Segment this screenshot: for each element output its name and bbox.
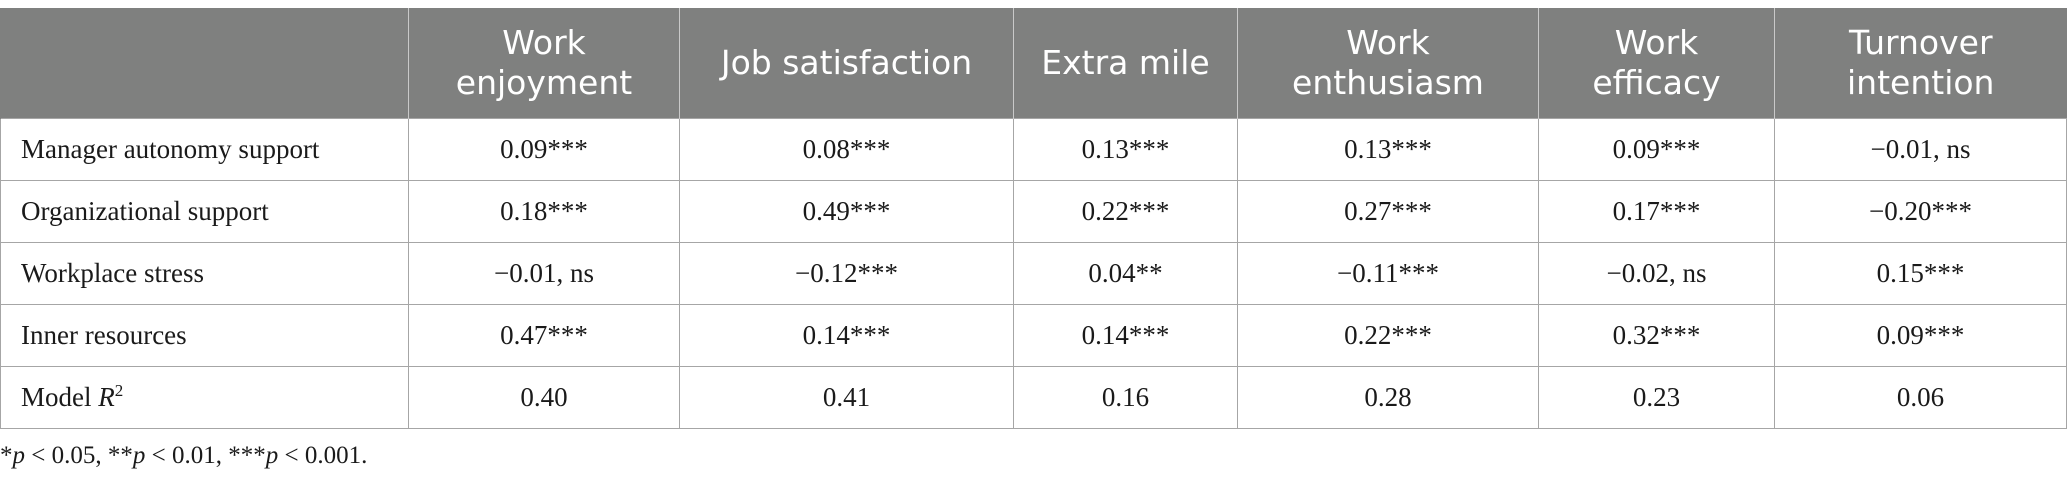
table-cell: 0.22*** [1013, 180, 1238, 243]
header-cell-blank [0, 8, 409, 119]
table-cell: 0.15*** [1774, 242, 2067, 305]
header-row: Work enjoyment Job satisfaction Extra mil… [0, 8, 2067, 119]
table-body: Manager autonomy support 0.09*** 0.08***… [0, 118, 2067, 429]
model-label-prefix: Model [21, 382, 92, 412]
model-label-sup: 2 [114, 381, 124, 400]
table-row: Inner resources 0.47*** 0.14*** 0.14*** … [0, 304, 2067, 367]
row-label: Workplace stress [0, 242, 409, 305]
header-work-efficacy: Work efficacy [1538, 8, 1775, 119]
table-cell: 0.28 [1237, 366, 1539, 429]
table-cell: −0.20*** [1774, 180, 2067, 243]
table-cell: 0.13*** [1013, 118, 1238, 181]
table-cell: 0.09*** [1774, 304, 2067, 367]
table-row-model-r2: Model R2 0.40 0.41 0.16 0.28 0.23 0.06 [0, 366, 2067, 429]
table-cell: 0.08*** [679, 118, 1014, 181]
table-cell: 0.41 [679, 366, 1014, 429]
table-cell: 0.27*** [1237, 180, 1539, 243]
table-cell: 0.16 [1013, 366, 1238, 429]
results-table: Work enjoyment Job satisfaction Extra mil… [0, 8, 2067, 429]
table-cell: 0.32*** [1538, 304, 1775, 367]
table-cell: 0.40 [408, 366, 680, 429]
table-cell: −0.01, ns [1774, 118, 2067, 181]
row-label: Organizational support [0, 180, 409, 243]
table-cell: 0.06 [1774, 366, 2067, 429]
results-table-container: Work enjoyment Job satisfaction Extra mil… [0, 8, 2067, 429]
table-cell: 0.04** [1013, 242, 1238, 305]
table-cell: 0.23 [1538, 366, 1775, 429]
table-cell: 0.18*** [408, 180, 680, 243]
table-cell: 0.22*** [1237, 304, 1539, 367]
table-cell: 0.17*** [1538, 180, 1775, 243]
table-cell: −0.11*** [1237, 242, 1539, 305]
table-cell: 0.09*** [1538, 118, 1775, 181]
table-cell: 0.14*** [1013, 304, 1238, 367]
table-header: Work enjoyment Job satisfaction Extra mil… [0, 8, 2067, 119]
header-work-enthusiasm: Work enthusiasm [1237, 8, 1539, 119]
row-label: Manager autonomy support [0, 118, 409, 181]
table-row: Organizational support 0.18*** 0.49*** 0… [0, 180, 2067, 243]
table-cell: 0.14*** [679, 304, 1014, 367]
row-label-model-r2: Model R2 [0, 366, 409, 429]
table-cell: 0.47*** [408, 304, 680, 367]
table-cell: 0.49*** [679, 180, 1014, 243]
header-turnover-intention: Turnover intention [1774, 8, 2067, 119]
table-cell: −0.01, ns [408, 242, 680, 305]
table-row: Manager autonomy support 0.09*** 0.08***… [0, 118, 2067, 181]
table-row: Workplace stress −0.01, ns −0.12*** 0.04… [0, 242, 2067, 305]
table-cell: 0.09*** [408, 118, 680, 181]
header-job-satisfaction: Job satisfaction [679, 8, 1014, 119]
header-work-enjoyment: Work enjoyment [408, 8, 680, 119]
model-label-r: R [98, 382, 115, 412]
table-cell: 0.13*** [1237, 118, 1539, 181]
row-label: Inner resources [0, 304, 409, 367]
header-extra-mile: Extra mile [1013, 8, 1238, 119]
table-footnote: *p < 0.05, **p < 0.01, ***p < 0.001. [0, 442, 368, 469]
table-cell: −0.12*** [679, 242, 1014, 305]
table-cell: −0.02, ns [1538, 242, 1775, 305]
